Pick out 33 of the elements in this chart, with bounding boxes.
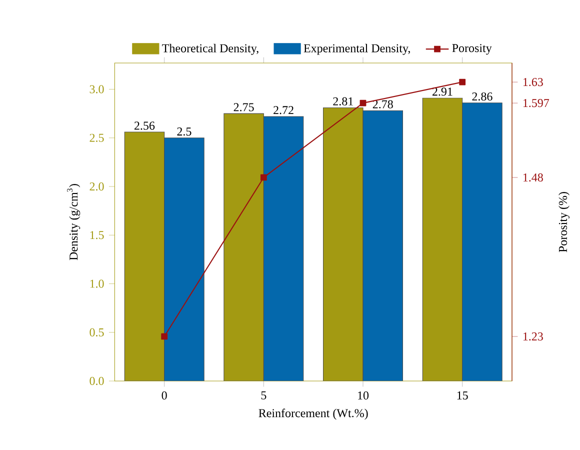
data-label: 2.91: [432, 88, 452, 96]
point: [360, 100, 366, 106]
x-tick-label: 15: [457, 391, 468, 400]
y-axis-title: Density (g/cm$^{3}$): [67, 184, 80, 260]
y-tick-label: 0.5: [90, 328, 104, 336]
y2-tick-label: 1.597: [523, 99, 550, 108]
y-tick-label: 0.0: [90, 376, 104, 386]
x-tick-label: 5: [261, 391, 266, 400]
legend-label: Experimental Density,: [304, 44, 410, 55]
x-tick-label: 10: [358, 391, 369, 400]
legend-label: Porosity: [452, 44, 492, 55]
y2-tick-label: 1.23: [523, 332, 543, 341]
y2-tick-label: 1.48: [523, 173, 543, 182]
legend-label: Theoretical Density,: [162, 44, 258, 55]
y-tick-label: 2.0: [90, 182, 104, 191]
point: [260, 174, 267, 181]
data-label: 2.75: [234, 103, 254, 112]
x-axis-title: Reinforcement (Wt.%): [258, 408, 368, 420]
y-tick-label: 2.5: [90, 134, 104, 142]
data-label: 2.5: [177, 127, 192, 136]
y2-axis-title: Porosity (%): [558, 192, 570, 252]
data-label: 2.72: [274, 106, 294, 114]
data-label: 2.78: [372, 100, 393, 108]
data-label: 2.86: [472, 92, 492, 101]
x-tick-label: 0: [162, 391, 167, 400]
y-tick-label: 1.5: [90, 231, 104, 240]
y-tick-label: 3.0: [90, 85, 104, 94]
y2-tick-label: 1.63: [523, 78, 543, 86]
point: [459, 78, 466, 86]
point: [161, 333, 168, 340]
y-tick-label: 1.0: [90, 280, 104, 288]
data-label: 2.81: [333, 97, 353, 106]
data-label: 2.56: [134, 122, 155, 130]
